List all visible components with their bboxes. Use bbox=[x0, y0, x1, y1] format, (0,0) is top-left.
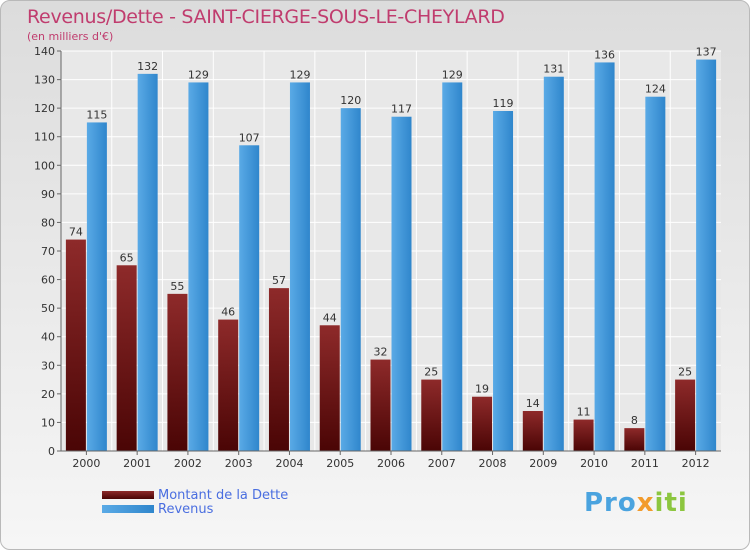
bar-revenus bbox=[188, 82, 209, 451]
data-label: 8 bbox=[631, 414, 638, 427]
legend-swatch-debt bbox=[102, 491, 154, 499]
bar-dette bbox=[370, 359, 391, 451]
data-label: 129 bbox=[188, 68, 209, 81]
data-label: 120 bbox=[340, 94, 361, 107]
data-label: 137 bbox=[696, 46, 717, 59]
bar-dette bbox=[218, 319, 239, 451]
bar-dette bbox=[472, 396, 493, 451]
x-tick-label: 2009 bbox=[529, 457, 557, 470]
y-tick-label: 120 bbox=[34, 102, 55, 115]
x-tick-label: 2007 bbox=[428, 457, 456, 470]
bar-dette bbox=[421, 379, 442, 451]
x-tick-label: 2012 bbox=[682, 457, 710, 470]
bar-revenus bbox=[493, 111, 514, 451]
bar-revenus bbox=[340, 108, 361, 452]
data-label: 14 bbox=[526, 397, 540, 410]
bar-revenus bbox=[137, 73, 158, 451]
legend-label-revenus: Revenus bbox=[158, 501, 214, 517]
x-tick-label: 2003 bbox=[225, 457, 253, 470]
bar-revenus bbox=[391, 116, 412, 451]
chart-legend: Montant de la Dette Revenus bbox=[102, 487, 289, 517]
y-tick-label: 70 bbox=[41, 245, 55, 258]
data-label: 115 bbox=[86, 108, 107, 121]
data-label: 124 bbox=[645, 83, 666, 96]
x-tick-label: 2002 bbox=[174, 457, 202, 470]
data-label: 46 bbox=[221, 306, 235, 319]
x-tick-label: 2000 bbox=[72, 457, 100, 470]
bar-dette bbox=[624, 428, 645, 451]
logo-part-1: Pro bbox=[584, 488, 637, 518]
y-tick-label: 20 bbox=[41, 388, 55, 401]
data-label: 55 bbox=[170, 280, 184, 293]
y-tick-label: 140 bbox=[34, 45, 55, 58]
x-tick-label: 2005 bbox=[326, 457, 354, 470]
y-tick-label: 80 bbox=[41, 216, 55, 229]
bar-dette bbox=[319, 325, 340, 451]
x-tick-label: 2011 bbox=[631, 457, 659, 470]
chart-subtitle: (en milliers d'€) bbox=[27, 30, 114, 43]
data-label: 119 bbox=[493, 97, 514, 110]
y-tick-label: 10 bbox=[41, 416, 55, 429]
bar-dette bbox=[167, 293, 188, 451]
bar-dette bbox=[268, 288, 289, 451]
chart-title: Revenus/Dette - SAINT-CIERGE-SOUS-LE-CHE… bbox=[27, 6, 505, 28]
data-label: 131 bbox=[543, 63, 564, 76]
y-tick-label: 60 bbox=[41, 274, 55, 287]
y-tick-label: 130 bbox=[34, 74, 55, 87]
data-label: 44 bbox=[323, 311, 337, 324]
bar-dette bbox=[522, 411, 543, 451]
bar-revenus bbox=[543, 76, 564, 451]
x-tick-label: 2004 bbox=[275, 457, 303, 470]
y-tick-label: 40 bbox=[41, 331, 55, 344]
data-label: 11 bbox=[577, 406, 591, 419]
legend-item-debt: Montant de la Dette bbox=[102, 487, 289, 503]
data-label: 117 bbox=[391, 103, 412, 116]
bar-revenus bbox=[289, 82, 310, 451]
x-tick-label: 2010 bbox=[580, 457, 608, 470]
bar-revenus bbox=[239, 145, 260, 452]
x-tick-label: 2008 bbox=[479, 457, 507, 470]
data-label: 129 bbox=[289, 68, 310, 81]
bar-revenus bbox=[442, 82, 463, 451]
bar-revenus bbox=[645, 96, 666, 451]
data-label: 19 bbox=[475, 383, 489, 396]
data-label: 129 bbox=[442, 68, 463, 81]
x-tick-label: 2006 bbox=[377, 457, 405, 470]
legend-label-debt: Montant de la Dette bbox=[158, 487, 289, 503]
logo-part-2: x bbox=[636, 488, 655, 518]
data-label: 57 bbox=[272, 274, 286, 287]
y-tick-label: 90 bbox=[41, 188, 55, 201]
data-label: 32 bbox=[374, 346, 388, 359]
bar-revenus bbox=[696, 59, 717, 451]
logo-part-3: iti bbox=[654, 488, 688, 518]
bar-revenus bbox=[86, 122, 107, 451]
y-tick-label: 110 bbox=[34, 131, 55, 144]
data-label: 65 bbox=[120, 251, 134, 264]
data-label: 136 bbox=[594, 48, 615, 61]
y-tick-label: 50 bbox=[41, 302, 55, 315]
bar-dette bbox=[675, 379, 696, 451]
y-tick-label: 100 bbox=[34, 159, 55, 172]
bar-dette bbox=[65, 239, 86, 451]
x-tick-label: 2001 bbox=[123, 457, 151, 470]
data-label: 74 bbox=[69, 226, 83, 239]
data-label: 25 bbox=[678, 366, 692, 379]
bar-dette bbox=[573, 419, 594, 451]
y-tick-label: 30 bbox=[41, 359, 55, 372]
data-label: 107 bbox=[239, 131, 260, 144]
bar-revenus bbox=[594, 62, 615, 452]
data-label: 25 bbox=[424, 366, 438, 379]
proxiti-logo: Proxiti bbox=[584, 488, 688, 518]
bar-dette bbox=[116, 265, 137, 451]
data-label: 132 bbox=[137, 60, 158, 73]
legend-swatch-revenus bbox=[102, 505, 154, 513]
y-tick-label: 0 bbox=[48, 445, 55, 458]
legend-item-revenus: Revenus bbox=[102, 501, 288, 517]
